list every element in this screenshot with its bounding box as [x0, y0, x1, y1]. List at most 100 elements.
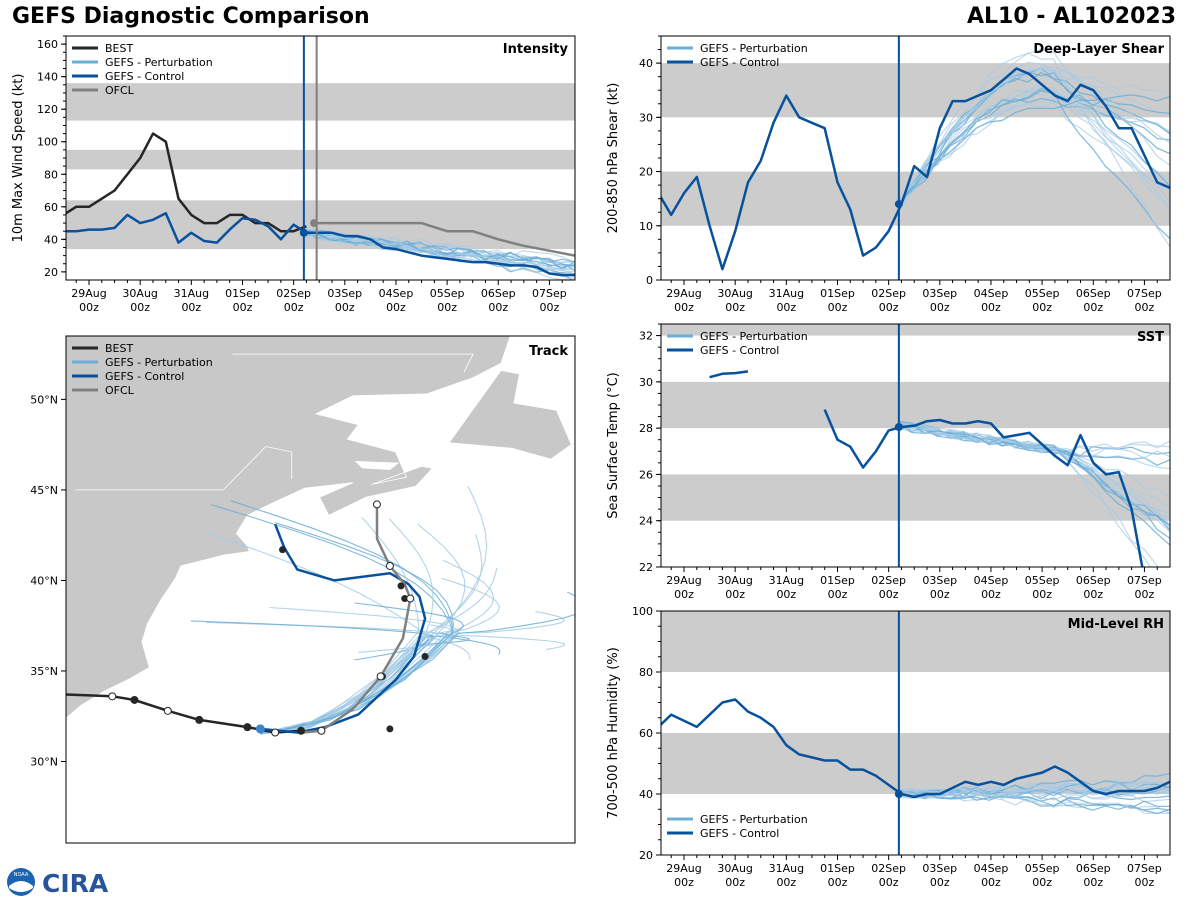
- intensity-legend-label: OFCL: [105, 84, 135, 97]
- main-title: GEFS Diagnostic Comparison: [12, 4, 370, 29]
- land-mass: [66, 336, 511, 719]
- shear-perturbation-member-line: [898, 48, 1170, 201]
- track-filled-point: [386, 725, 394, 733]
- shear-perturbation-member-line: [898, 71, 1170, 202]
- sst-xtick-sublabel: 00z: [879, 588, 899, 601]
- rh-xtick-label: 02Sep: [871, 862, 906, 875]
- intensity-ytick-label: 100: [37, 136, 58, 149]
- shear-panel: 01020304029Aug00z30Aug00z31Aug00z01Sep00…: [606, 35, 1171, 314]
- sst-xtick-sublabel: 00z: [1083, 588, 1103, 601]
- sst-xtick-sublabel: 00z: [981, 588, 1001, 601]
- intensity-xtick-sublabel: 00z: [181, 301, 201, 314]
- track-legend-label: BEST: [105, 342, 133, 355]
- track-line-ofcl: [302, 504, 412, 734]
- best-track-point: [195, 715, 204, 724]
- intensity-xtick-sublabel: 00z: [386, 301, 406, 314]
- intensity-xtick-label: 30Aug: [122, 287, 157, 300]
- rh-xtick-sublabel: 00z: [674, 876, 694, 889]
- intensity-xtick-label: 05Sep: [430, 287, 465, 300]
- rh-ytick-label: 60: [639, 727, 653, 740]
- shear-xtick-label: 07Sep: [1127, 287, 1162, 300]
- intensity-xtick-label: 29Aug: [71, 287, 106, 300]
- rh-xtick-sublabel: 00z: [828, 876, 848, 889]
- track-filled-point: [401, 595, 409, 603]
- intensity-xtick-sublabel: 00z: [130, 301, 150, 314]
- shear-xtick-sublabel: 00z: [776, 301, 796, 314]
- rh-xtick-sublabel: 00z: [930, 876, 950, 889]
- shear-ytick-label: 10: [639, 220, 653, 233]
- track-filled-point: [421, 652, 429, 660]
- sst-xtick-sublabel: 00z: [930, 588, 950, 601]
- intensity-perturbation-member-line: [303, 230, 575, 270]
- shear-perturbation-member-line: [898, 88, 1170, 239]
- rh-ytick-label: 80: [639, 666, 653, 679]
- rh-perturbation-member-line: [898, 790, 1170, 815]
- shear-perturbation-member-line: [898, 61, 1170, 202]
- newfoundland-land: [448, 369, 572, 460]
- rh-xtick-label: 31Aug: [769, 862, 804, 875]
- rh-xtick-label: 07Sep: [1127, 862, 1162, 875]
- shear-xtick-label: 29Aug: [666, 287, 701, 300]
- track-lat-tick-label: 50°N: [30, 393, 58, 406]
- shear-xtick-label: 30Aug: [717, 287, 752, 300]
- shear-xtick-sublabel: 00z: [674, 301, 694, 314]
- sst-xtick-label: 01Sep: [820, 574, 855, 587]
- intensity-title: Intensity: [503, 42, 569, 57]
- ofcl-track-point: [406, 594, 415, 603]
- track-filled-point: [279, 546, 287, 554]
- intensity-ytick-label: 120: [37, 103, 58, 116]
- track-lat-tick-label: 35°N: [30, 665, 58, 678]
- intensity-perturbation-member-line: [303, 231, 575, 264]
- shear-perturbation-member-line: [898, 94, 1170, 205]
- rh-panel: 2040608010029Aug00z30Aug00z31Aug00z01Sep…: [606, 605, 1171, 889]
- intensity-ytick-label: 160: [37, 38, 58, 51]
- intensity-xtick-label: 07Sep: [532, 287, 567, 300]
- intensity-xtick-label: 01Sep: [225, 287, 260, 300]
- sst-series-line-gefs-control: [823, 409, 1144, 567]
- sst-frame: [660, 323, 1171, 568]
- sst-panel: 22242628303229Aug00z30Aug00z31Aug00z01Se…: [606, 323, 1171, 601]
- sst-xtick-sublabel: 00z: [674, 588, 694, 601]
- intensity-ofcl-start-point: [310, 219, 319, 228]
- track-legend-label: OFCL: [105, 384, 135, 397]
- intensity-series-line-best: [66, 132, 307, 233]
- rh-series-line-gefs-control: [661, 698, 1170, 799]
- rh-ytick-label: 100: [632, 605, 653, 618]
- shear-perturbation-member-line: [898, 67, 1170, 202]
- intensity-xtick-label: 03Sep: [327, 287, 362, 300]
- intensity-plot-area: [66, 132, 575, 280]
- intensity-ytick-label: 20: [44, 266, 58, 279]
- sst-legend-label: GEFS - Perturbation: [700, 330, 808, 343]
- intensity-xtick-label: 04Sep: [379, 287, 414, 300]
- shear-ytick-label: 20: [639, 166, 653, 179]
- ofcl-track-point: [385, 561, 394, 570]
- shear-xtick-sublabel: 00z: [981, 301, 1001, 314]
- track-legend-label: GEFS - Perturbation: [105, 356, 213, 369]
- noaa-wave-icon: [9, 881, 33, 892]
- shear-xtick-sublabel: 00z: [1135, 301, 1155, 314]
- sst-ytick-label: 24: [639, 515, 653, 528]
- shear-title: Deep-Layer Shear: [1033, 42, 1164, 57]
- rh-xtick-sublabel: 00z: [725, 876, 745, 889]
- shear-xtick-sublabel: 00z: [879, 301, 899, 314]
- sst-band-1: [661, 381, 1170, 429]
- rh-band-1: [661, 611, 1170, 672]
- sst-xtick-sublabel: 00z: [1135, 588, 1155, 601]
- shear-init-point: [894, 200, 903, 209]
- intensity-xtick-sublabel: 00z: [284, 301, 304, 314]
- rh-ytick-label: 20: [639, 849, 653, 862]
- rh-xtick-label: 29Aug: [666, 862, 701, 875]
- shear-perturbation-member-line: [898, 52, 1170, 248]
- ofcl-track-point: [372, 500, 381, 509]
- province-border: [232, 353, 474, 373]
- rh-xtick-sublabel: 00z: [879, 876, 899, 889]
- rh-xtick-sublabel: 00z: [981, 876, 1001, 889]
- shear-xtick-sublabel: 00z: [725, 301, 745, 314]
- track-line-gefs-control: [260, 523, 427, 734]
- best-track-point: [271, 728, 280, 737]
- sst-init-point: [894, 422, 903, 431]
- gulf-water: [354, 460, 400, 470]
- sst-perturbation-member-line: [898, 426, 1170, 459]
- noaa-badge-text: NOAA: [14, 872, 29, 878]
